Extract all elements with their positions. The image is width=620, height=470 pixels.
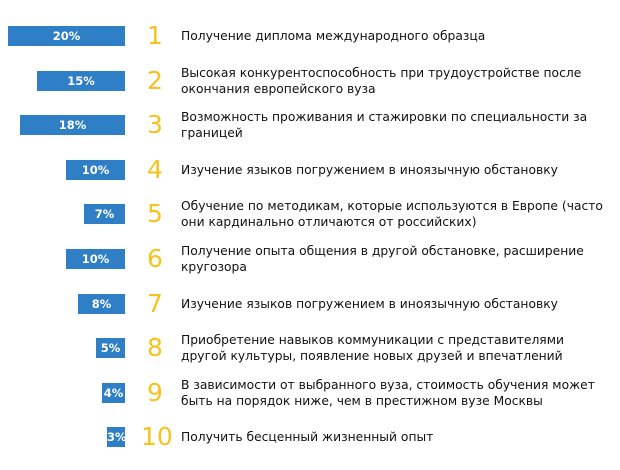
chart-row-6: 10% 6 Получение опыта общения в другой обс… <box>0 244 620 274</box>
reason-text-9: В зависимости от выбранного вуза, стоимо… <box>181 377 595 408</box>
chart-row-1: 20% 1 Получение диплома международного обр… <box>0 21 620 51</box>
rank-number-9: 9 <box>147 377 163 407</box>
reason-text-4: Изучение языков погружением в иноязычную… <box>181 162 558 177</box>
bar-8: 5% <box>96 338 125 359</box>
rank-number-10: 10 <box>141 422 173 452</box>
rank-number-1: 1 <box>147 21 163 50</box>
bar-6: 10% <box>66 249 125 269</box>
bar-9: 4% <box>102 382 125 403</box>
rank-number-3: 3 <box>147 110 163 140</box>
rank-number-6: 6 <box>147 244 163 273</box>
chart-row-10: 3% 10 Получить бесценный жизненный опыт <box>0 422 620 452</box>
rank-number-5: 5 <box>147 199 163 229</box>
chart-row-5: 7% 5 Обучение по методикам, которые исполь… <box>0 199 620 229</box>
reason-text-2: Высокая конкурентоспособность при трудоу… <box>181 65 582 96</box>
bar-10: 3% <box>107 427 127 448</box>
bar-7: 8% <box>78 293 125 314</box>
chart-row-9: 4% 9 В зависимости от выбранного вуза, сто… <box>0 378 620 408</box>
rank-number-4: 4 <box>147 154 163 184</box>
reason-text-6: Получение опыта общения в другой обстано… <box>181 244 584 274</box>
bar-3: 18% <box>20 115 125 136</box>
reason-text-3: Возможность проживания и стажировки по с… <box>181 110 588 141</box>
reason-text-7: Изучение языков погружением в иноязычную… <box>181 296 558 311</box>
chart-row-7: 8% 7 Изучение языков погружением в иноязыч… <box>0 289 620 319</box>
bar-1: 20% <box>8 26 125 46</box>
chart-row-4: 10% 4 Изучение языков погружением в иноязы… <box>0 155 620 185</box>
reason-text-1: Получение диплома международного образца <box>181 29 486 43</box>
bar-2: 15% <box>37 70 125 91</box>
reason-text-8: Приобретение навыков коммуникации с пред… <box>181 333 564 364</box>
chart-row-8: 5% 8 Приобретение навыков коммуникации с п… <box>0 333 620 363</box>
bar-5: 7% <box>84 204 125 225</box>
chart-row-3: 18% 3 Возможность проживания и стажировки … <box>0 110 620 140</box>
rank-number-2: 2 <box>147 65 163 95</box>
bar-4: 10% <box>66 159 125 180</box>
reason-text-5: Обучение по методикам, которые использую… <box>181 199 603 230</box>
rank-number-8: 8 <box>147 333 163 363</box>
rank-number-7: 7 <box>147 288 163 318</box>
reason-text-10: Получить бесценный жизненный опыт <box>181 430 434 445</box>
chart-row-2: 15% 2 Высокая конкурентоспособность при тр… <box>0 66 620 96</box>
